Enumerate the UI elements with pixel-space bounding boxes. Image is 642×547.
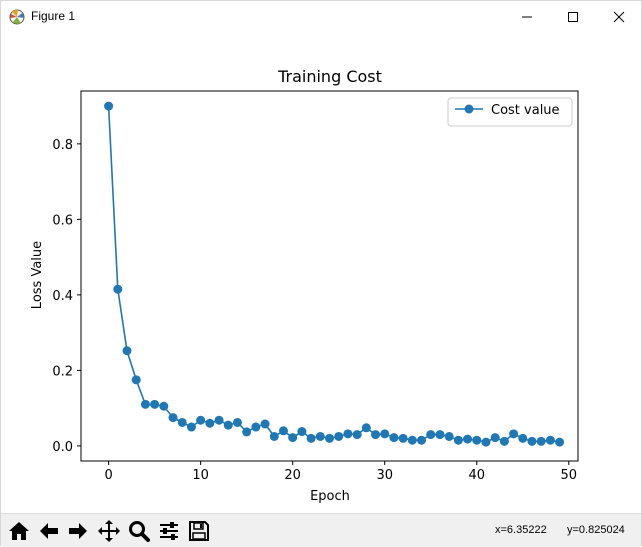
- configure-subplots-icon: [160, 522, 178, 540]
- y-axis-label: Loss Value: [30, 241, 45, 309]
- minimize-button[interactable]: [504, 1, 550, 33]
- data-point: [453, 435, 463, 445]
- data-point: [389, 433, 399, 443]
- legend: Cost value: [447, 97, 573, 127]
- x-tick-label: 50: [561, 468, 578, 483]
- data-point: [343, 429, 353, 439]
- data-point: [334, 431, 344, 441]
- y-tick-label: 0.6: [52, 213, 73, 228]
- chart-title: Training Cost: [277, 67, 382, 86]
- y-tick-label: 0.0: [52, 440, 73, 455]
- data-point: [196, 415, 206, 425]
- data-point: [297, 427, 307, 437]
- data-point: [214, 415, 224, 425]
- data-point: [269, 431, 279, 441]
- pan-icon: [98, 520, 120, 542]
- data-point: [242, 427, 252, 437]
- y-tick-label: 0.2: [52, 364, 73, 379]
- window-title: Figure 1: [31, 9, 76, 23]
- back-button[interactable]: [35, 517, 63, 545]
- line-chart: Training Cost Epoch Loss Value 0 10 20 30 40…: [1, 33, 641, 513]
- forward-button[interactable]: [64, 517, 92, 545]
- data-point: [352, 430, 362, 440]
- data-point: [380, 429, 390, 439]
- back-arrow-icon: [40, 523, 58, 539]
- configure-subplots-button[interactable]: [155, 517, 183, 545]
- data-point: [104, 101, 114, 111]
- data-point: [490, 433, 500, 443]
- x-tick-label: 40: [468, 468, 485, 483]
- data-point: [555, 437, 565, 447]
- data-point: [186, 422, 196, 432]
- save-button[interactable]: [185, 517, 213, 545]
- data-point: [536, 436, 546, 446]
- close-button[interactable]: [596, 1, 642, 33]
- y-tick-label: 0.4: [52, 289, 73, 304]
- data-point: [435, 430, 445, 440]
- data-point: [131, 375, 141, 385]
- zoom-button[interactable]: [125, 517, 153, 545]
- legend-box: [447, 97, 573, 127]
- home-icon: [9, 522, 29, 540]
- data-point: [177, 417, 187, 427]
- maximize-button[interactable]: [550, 1, 596, 33]
- forward-arrow-icon: [69, 523, 87, 539]
- data-point: [417, 435, 427, 445]
- data-point: [518, 433, 528, 443]
- figure-canvas[interactable]: Training Cost Epoch Loss Value 0 10 20 30 40…: [1, 33, 641, 513]
- data-point: [426, 430, 436, 440]
- data-point: [472, 435, 482, 445]
- data-point: [306, 433, 316, 443]
- minimize-icon: [522, 16, 532, 18]
- data-point: [205, 418, 215, 428]
- data-point: [278, 426, 288, 436]
- x-tick-label: 0: [104, 468, 112, 483]
- data-point: [325, 433, 334, 443]
- data-point: [122, 346, 132, 356]
- data-point: [463, 434, 473, 444]
- close-icon: [613, 11, 625, 23]
- pan-button[interactable]: [95, 517, 123, 545]
- data-point: [499, 436, 509, 446]
- legend-marker: [464, 104, 474, 114]
- data-point: [527, 436, 537, 446]
- data-point: [150, 399, 160, 409]
- x-tick-label: 10: [192, 468, 209, 483]
- data-point: [398, 433, 408, 443]
- data-point: [260, 419, 270, 429]
- data-point: [361, 423, 371, 433]
- data-point: [444, 431, 454, 441]
- home-button[interactable]: [5, 517, 33, 545]
- data-point: [315, 431, 325, 441]
- title-bar[interactable]: Figure 1: [1, 1, 641, 33]
- data-point: [232, 417, 242, 427]
- x-tick-label: 20: [284, 468, 301, 483]
- legend-label: Cost value: [491, 103, 560, 118]
- data-point: [140, 399, 150, 409]
- y-coordinate-readout: y=0.825024: [567, 524, 625, 536]
- x-tick-label: 30: [376, 468, 393, 483]
- matplotlib-figure-icon: [9, 9, 25, 25]
- data-point: [251, 422, 261, 432]
- x-coordinate-readout: x=6.35222: [495, 524, 547, 536]
- data-point: [407, 435, 417, 445]
- maximize-icon: [568, 12, 578, 22]
- data-point: [481, 437, 491, 447]
- x-axis-label: Epoch: [310, 489, 350, 504]
- save-icon: [189, 521, 209, 541]
- data-point: [509, 429, 519, 439]
- data-point: [223, 420, 233, 430]
- y-tick-label: 0.8: [52, 138, 73, 153]
- zoom-icon: [129, 521, 150, 542]
- data-point: [113, 284, 123, 294]
- plot-frame: [80, 90, 579, 462]
- data-point: [371, 430, 381, 440]
- data-point: [288, 433, 298, 443]
- data-point: [168, 413, 178, 423]
- data-point: [159, 401, 169, 411]
- navigation-toolbar: x=6.35222 y=0.825024: [1, 513, 641, 547]
- data-point: [545, 435, 555, 445]
